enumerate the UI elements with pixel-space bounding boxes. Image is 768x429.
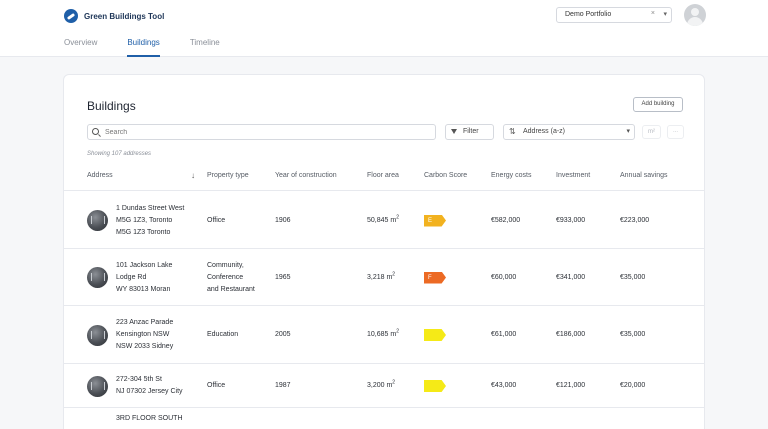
sort-icon: ⇅ [509, 127, 516, 136]
page-title: Buildings [87, 99, 136, 113]
column-header-year[interactable]: Year of construction [275, 172, 337, 179]
annual-savings-cell: €35,000 [620, 273, 646, 281]
floor-area-cell: 50,845 m2 [367, 214, 399, 224]
tab-bar: Overview Buildings Timeline [64, 38, 250, 57]
portfolio-select[interactable]: Demo Portfolio × ▾ [556, 7, 672, 23]
year-cell: 1987 [275, 382, 291, 389]
tab-buildings[interactable]: Buildings [127, 38, 160, 57]
filter-button[interactable]: Filter [445, 124, 494, 140]
table-row[interactable]: 272-304 5th St NJ 07302 Jersey City Office… [64, 364, 704, 408]
building-thumbnail [87, 324, 108, 346]
floor-area-cell: 3,200 m2 [367, 379, 396, 389]
year-cell: 1906 [275, 216, 291, 224]
add-building-button[interactable]: Add building [633, 97, 683, 112]
address-cell: 272-304 5th St NJ 07302 Jersey City [116, 376, 183, 395]
column-header-investment[interactable]: Investment [556, 172, 591, 179]
column-header-type[interactable]: Property type [207, 172, 249, 179]
filter-label: Filter [463, 128, 479, 135]
clear-icon[interactable]: × [650, 10, 655, 17]
app-logo[interactable]: Green Buildings Tool [64, 9, 164, 23]
logo-icon [64, 9, 78, 23]
property-type-cell: Education [207, 331, 239, 338]
column-header-area[interactable]: Floor area [367, 172, 399, 179]
building-thumbnail [87, 210, 108, 231]
chevron-down-icon[interactable]: ▾ [663, 11, 667, 18]
table-row[interactable]: 1 Dundas Street West M5G 1Z3, Toronto M5G … [64, 192, 704, 249]
tab-overview[interactable]: Overview [64, 38, 98, 47]
table-row[interactable]: 101 Jackson Lake Lodge Rd WY 83013 Moran Co… [64, 249, 704, 306]
year-cell: 2005 [275, 331, 291, 338]
table-header: Address ↓ Property type Year of construc… [64, 169, 704, 191]
address-cell: 1 Dundas Street West M5G 1Z3, Toronto M5G … [116, 204, 185, 236]
search-input[interactable] [105, 125, 425, 139]
filter-icon [451, 129, 457, 134]
annual-savings-cell: €20,000 [620, 382, 646, 389]
top-bar: Green Buildings Tool Demo Portfolio × ▾ … [0, 0, 768, 57]
investment-cell: €186,000 [556, 331, 586, 338]
app-title: Green Buildings Tool [84, 11, 165, 21]
energy-cost-cell: €582,000 [491, 216, 521, 224]
portfolio-value: Demo Portfolio [565, 11, 612, 18]
floor-area-cell: 10,685 m2 [367, 328, 399, 338]
column-header-energy[interactable]: Energy costs [491, 172, 532, 179]
column-header-savings[interactable]: Annual savings [620, 172, 668, 179]
more-button[interactable]: ... [667, 125, 684, 139]
floor-area-cell: 3,218 m2 [367, 271, 396, 281]
carbon-score-badge [424, 380, 446, 392]
column-header-address[interactable]: Address [87, 172, 113, 179]
property-type-cell: Community, Conference and Restaurant [207, 261, 255, 293]
carbon-score-badge: F [424, 271, 446, 284]
investment-cell: €341,000 [556, 273, 586, 281]
address-cell: 101 Jackson Lake Lodge Rd WY 83013 Moran [116, 261, 173, 293]
table-row[interactable]: 223 Anzac Parade Kensington NSW NSW 2033 S… [64, 306, 704, 364]
investment-cell: €121,000 [556, 382, 586, 389]
energy-cost-cell: €43,000 [491, 382, 517, 389]
property-type-cell: Office [207, 216, 226, 224]
tab-timeline[interactable]: Timeline [189, 38, 220, 47]
result-count: Showing 107 addresses [87, 151, 152, 157]
avatar-icon[interactable] [684, 4, 706, 26]
building-thumbnail [87, 267, 108, 288]
sort-arrow-icon[interactable]: ↓ [191, 171, 195, 180]
address-cell: 3RD FLOOR SOUTH [116, 415, 183, 422]
investment-cell: €933,000 [556, 216, 586, 224]
annual-savings-cell: €35,000 [620, 331, 646, 338]
search-box[interactable] [87, 124, 436, 140]
building-thumbnail [87, 375, 108, 397]
address-cell: 223 Anzac Parade Kensington NSW NSW 2033 S… [116, 319, 174, 350]
buildings-card: Buildings Add building Filter ⇅ Address … [63, 74, 705, 429]
energy-cost-cell: €61,000 [491, 331, 517, 338]
year-cell: 1965 [275, 273, 291, 281]
search-icon [92, 128, 99, 135]
sort-value: Address (a-z) [523, 128, 566, 135]
table-row[interactable]: 3RD FLOOR SOUTH [64, 408, 704, 429]
column-header-score[interactable]: Carbon Score [424, 172, 468, 179]
chevron-down-icon: ▾ [626, 128, 630, 135]
unit-toggle[interactable]: m² [642, 125, 661, 139]
property-type-cell: Office [207, 382, 226, 389]
energy-cost-cell: €60,000 [491, 273, 517, 281]
annual-savings-cell: €223,000 [620, 216, 650, 224]
sort-select[interactable]: ⇅ Address (a-z) ▾ [503, 124, 635, 140]
carbon-score-badge: E [424, 214, 446, 227]
carbon-score-badge [424, 329, 446, 341]
